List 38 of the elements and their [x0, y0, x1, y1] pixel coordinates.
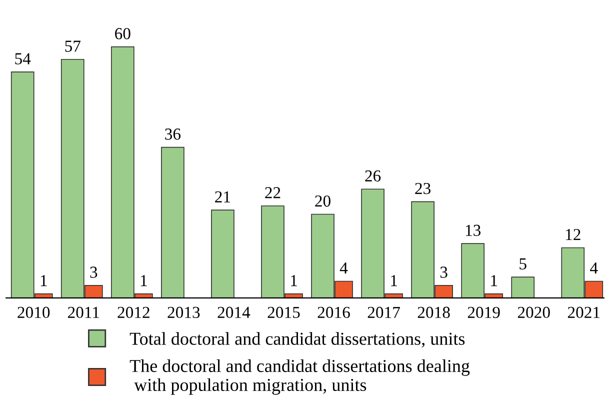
x-tick-label: 2020 [518, 306, 550, 318]
x-tick-label: 2015 [268, 306, 300, 318]
data-label: 21 [215, 191, 230, 202]
x-tick-label: 2011 [68, 306, 99, 318]
data-label: 3 [440, 266, 448, 278]
x-tick-label: 2014 [218, 306, 250, 318]
x-tick-label: 2010 [18, 306, 50, 318]
data-label: 4 [340, 262, 348, 274]
data-label: 26 [365, 170, 381, 182]
x-tick-label: 2017 [368, 306, 400, 318]
data-label: 4 [590, 262, 598, 274]
data-label: 1 [291, 275, 297, 286]
x-tick-label: 2019 [468, 306, 500, 318]
data-label: 1 [391, 275, 397, 286]
data-label: 12 [566, 228, 580, 240]
x-tick-label: 2018 [418, 306, 450, 318]
legend-label: The doctoral and candidat dissertations dealing with population migration, units [130, 359, 470, 395]
bar [161, 146, 184, 298]
x-tick-label: 2021 [568, 306, 600, 318]
data-label: 60 [115, 28, 130, 40]
data-label: 20 [315, 195, 330, 207]
data-label: 1 [140, 275, 147, 286]
data-label: 5 [520, 258, 526, 270]
data-label: 1 [40, 275, 47, 286]
data-label: 54 [15, 53, 31, 64]
data-label: 57 [65, 40, 80, 52]
data-label: 3 [90, 266, 98, 278]
data-label: 13 [466, 224, 481, 236]
x-tick-label: 2012 [118, 306, 150, 318]
x-tick-label: 2013 [168, 306, 200, 318]
legend-label: Total doctoral and candidat dissertations, units [130, 332, 465, 348]
x-tick-label: 2016 [318, 306, 350, 318]
data-label: 1 [491, 275, 498, 286]
data-label: 22 [265, 187, 280, 198]
bar [211, 210, 234, 298]
data-label: 36 [165, 128, 181, 140]
bar [511, 276, 535, 298]
data-label: 23 [415, 182, 430, 194]
